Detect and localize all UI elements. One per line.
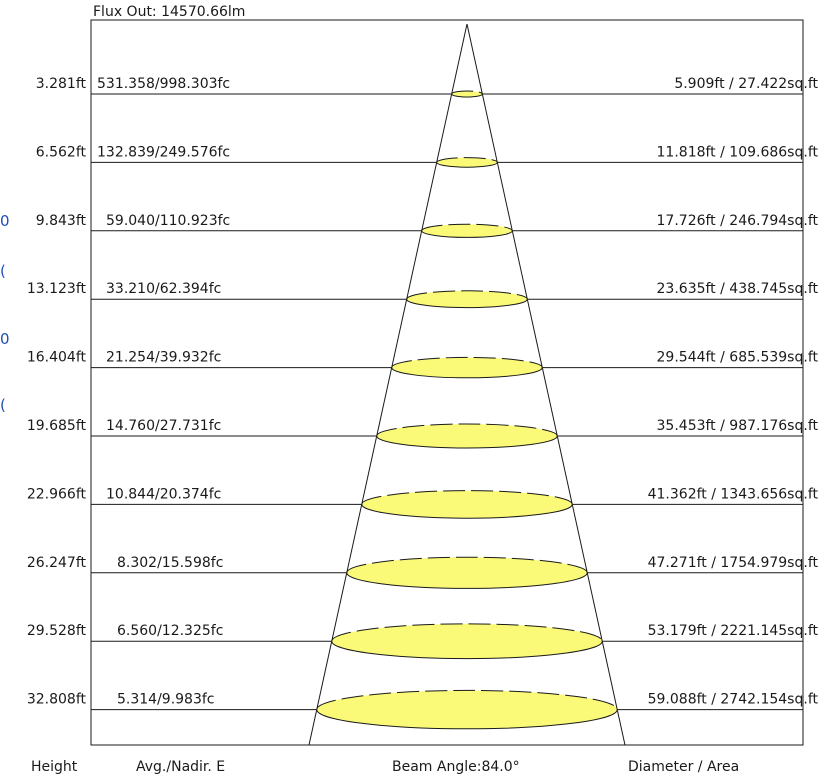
row-height-label: 26.247ft bbox=[27, 555, 87, 571]
light-spot-front-edge bbox=[391, 367, 543, 379]
light-spot-back-edge bbox=[451, 90, 483, 95]
edge-mark-2: ( bbox=[0, 262, 6, 280]
row-illuminance-label: 8.302/15.598fc bbox=[117, 555, 223, 571]
row-diameter-area-label: 53.179ft / 2221.145sq.ft bbox=[648, 623, 819, 639]
row-diameter-area-label: 23.635ft / 438.745sq.ft bbox=[657, 281, 819, 297]
light-spot bbox=[346, 557, 588, 589]
edge-mark-4: ( bbox=[0, 396, 6, 414]
light-spot-back-edge bbox=[436, 157, 498, 163]
light-spot bbox=[406, 290, 528, 308]
row-diameter-area-label: 29.544ft / 685.539sq.ft bbox=[657, 350, 819, 366]
row-height-label: 16.404ft bbox=[27, 350, 87, 366]
footer-avg-nadir-label: Avg./Nadir. E bbox=[136, 759, 225, 775]
row-height-label: 13.123ft bbox=[27, 281, 87, 297]
edge-mark-1: 0 bbox=[0, 212, 10, 230]
row-height-label: 3.281ft bbox=[36, 76, 87, 92]
row-diameter-area-label: 41.362ft / 1343.656sq.ft bbox=[648, 486, 819, 502]
edge-mark-3: 0 bbox=[0, 330, 10, 348]
light-spot bbox=[436, 157, 498, 168]
row-illuminance-label: 531.358/998.303fc bbox=[97, 76, 230, 92]
footer-diameter-area-label: Diameter / Area bbox=[628, 759, 739, 775]
diagram-frame bbox=[90, 19, 804, 746]
light-spot-back-edge bbox=[406, 290, 528, 300]
row-height-label: 29.528ft bbox=[27, 623, 87, 639]
footer-height-label: Height bbox=[31, 759, 78, 775]
light-spot-back-edge bbox=[391, 356, 543, 368]
row-illuminance-label: 5.314/9.983fc bbox=[117, 692, 215, 708]
light-spot-back-edge bbox=[376, 423, 558, 437]
light-spot bbox=[376, 424, 558, 448]
light-spot-front-edge bbox=[436, 162, 498, 168]
row-illuminance-label: 33.210/62.394fc bbox=[106, 281, 221, 297]
row-height-label: 22.966ft bbox=[27, 486, 87, 502]
row-illuminance-label: 59.040/110.923fc bbox=[106, 213, 230, 229]
light-spot-back-edge bbox=[331, 623, 603, 642]
row-height-label: 19.685ft bbox=[27, 418, 87, 434]
beam-cone bbox=[308, 23, 626, 746]
light-spot-back-edge bbox=[361, 490, 573, 505]
row-diameter-area-label: 35.453ft / 987.176sq.ft bbox=[657, 418, 819, 434]
row-height-label: 32.808ft bbox=[27, 692, 87, 708]
light-spot-front-edge bbox=[316, 709, 618, 730]
light-spot bbox=[421, 224, 513, 238]
row-lines bbox=[91, 93, 803, 711]
light-spot bbox=[316, 690, 618, 729]
light-spot bbox=[391, 357, 543, 378]
row-diameter-area-label: 59.088ft / 2742.154sq.ft bbox=[648, 692, 819, 708]
light-spot bbox=[361, 490, 573, 519]
light-spots bbox=[316, 90, 618, 730]
footer-beam-angle-label: Beam Angle:84.0° bbox=[392, 759, 520, 775]
beam-cone-left-edge bbox=[308, 23, 468, 746]
light-spot-front-edge bbox=[376, 435, 558, 449]
light-spot-back-edge bbox=[316, 689, 618, 710]
row-illuminance-label: 21.254/39.932fc bbox=[106, 350, 221, 366]
light-spot-front-edge bbox=[331, 641, 603, 660]
row-labels: 3.281ft 531.358/998.303fc 5.909ft / 27.422… bbox=[27, 76, 819, 708]
row-diameter-area-label: 17.726ft / 246.794sq.ft bbox=[657, 213, 819, 229]
light-spot bbox=[331, 623, 603, 659]
light-spot-back-edge bbox=[421, 223, 513, 231]
light-spot-front-edge bbox=[346, 572, 588, 589]
row-illuminance-label: 10.844/20.374fc bbox=[106, 486, 221, 502]
light-spot-back-edge bbox=[346, 556, 588, 573]
row-height-label: 6.562ft bbox=[36, 144, 87, 160]
light-spot-front-edge bbox=[421, 230, 513, 238]
row-illuminance-label: 14.760/27.731fc bbox=[106, 418, 221, 434]
light-spot bbox=[451, 91, 483, 97]
row-diameter-area-label: 11.818ft / 109.686sq.ft bbox=[657, 144, 819, 160]
light-spot-front-edge bbox=[406, 299, 528, 309]
row-illuminance-label: 6.560/12.325fc bbox=[117, 623, 223, 639]
light-spot-front-edge bbox=[361, 504, 573, 519]
light-spot-front-edge bbox=[451, 93, 483, 98]
beam-cone-right-edge bbox=[466, 23, 626, 746]
row-diameter-area-label: 5.909ft / 27.422sq.ft bbox=[674, 76, 818, 92]
row-diameter-area-label: 47.271ft / 1754.979sq.ft bbox=[648, 555, 819, 571]
row-height-label: 9.843ft bbox=[36, 213, 87, 229]
flux-out-label: Flux Out: 14570.66lm bbox=[93, 4, 245, 20]
row-illuminance-label: 132.839/249.576fc bbox=[97, 144, 230, 160]
